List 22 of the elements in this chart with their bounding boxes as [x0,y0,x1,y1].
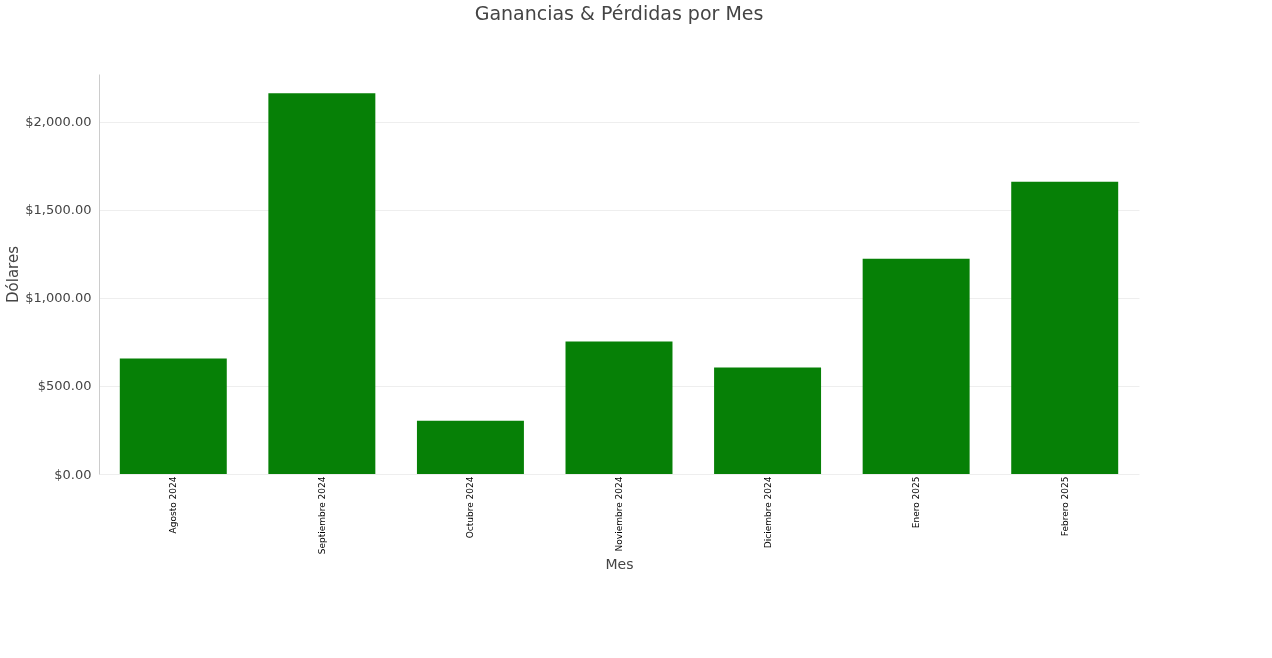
bar [565,341,673,474]
x-axis-title: Mes [605,556,634,573]
x-tick-label: Octubre 2024 [465,476,476,539]
y-axis-title: Dólares [4,245,23,303]
x-tick-label: Noviembre 2024 [614,476,624,552]
bar [268,93,376,474]
bar [862,258,970,474]
bar [119,358,227,474]
y-tick-label: $2,000.00 [25,114,92,130]
y-tick-label: $1,000.00 [25,290,92,306]
chart-title: Ganancias & Pérdidas por Mes [474,2,764,24]
x-tick-label: Diciembre 2024 [762,476,773,549]
bar [714,367,822,474]
x-tick-label: Enero 2025 [911,476,922,529]
y-tick-label: $0.00 [54,466,92,482]
y-tick-label: $1,500.00 [25,202,92,218]
x-tick-label: Febrero 2025 [1059,476,1070,537]
y-tick-label: $500.00 [37,378,92,394]
bar [416,420,524,474]
x-tick-label: Agosto 2024 [168,476,179,534]
bar [1011,181,1119,474]
x-tick-label: Septiembre 2024 [316,476,327,555]
